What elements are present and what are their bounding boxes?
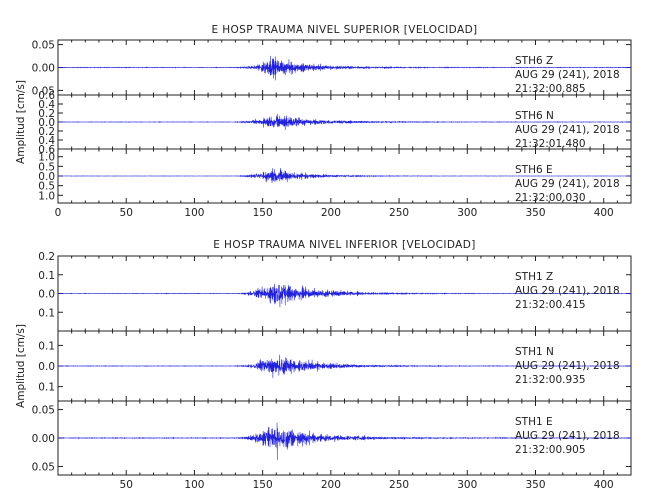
y-tick-label: 0.05 — [32, 85, 55, 97]
waveform-line — [57, 354, 632, 378]
y-tick-label: 0.2 — [38, 108, 55, 120]
chart-panel-1: E HOSP TRAUMA NIVEL SUPERIOR [VELOCIDAD]… — [15, 24, 632, 219]
x-tick-label: 400 — [594, 207, 614, 219]
station-label: STH6 Z — [515, 55, 553, 67]
x-tick-label: 0 — [55, 207, 62, 219]
trace-STH6-Z: 0.05 0.00 0.05 STH6 Z AUG 29 (241), 2018 21:3… — [32, 39, 632, 97]
time-label: 21:32:01.480 — [515, 138, 586, 150]
y-tick-label: 0.5 — [38, 181, 55, 193]
time-label: 21:32:00.030 — [515, 192, 586, 204]
y-tick-label: 0.6 — [38, 144, 55, 156]
y-tick-label: 0.05 — [32, 461, 55, 473]
y-tick-label: 1.0 — [38, 190, 55, 202]
waveform-line — [58, 55, 632, 81]
y-tick-label: 0.1 — [38, 382, 55, 394]
y-tick-label: 0.4 — [38, 99, 55, 111]
x-tick-label: 100 — [184, 207, 204, 219]
chart-title: E HOSP TRAUMA NIVEL INFERIOR [VELOCIDAD] — [213, 239, 475, 251]
station-label: STH1 N — [515, 346, 554, 358]
station-label: STH6 N — [515, 110, 554, 122]
date-label: AUG 29 (241), 2018 — [515, 178, 620, 190]
date-label: AUG 29 (241), 2018 — [515, 430, 620, 442]
y-tick-label: 0.1 — [38, 270, 55, 282]
time-label: 21:32:00.905 — [515, 444, 586, 456]
trace-STH1-Z: 0.2 0.1 0.0 0.1 STH1 Z AUG 29 (241), 2018 21:3… — [38, 251, 632, 332]
y-axis-label: Amplitud [cm/s] — [15, 80, 27, 164]
date-label: AUG 29 (241), 2018 — [515, 69, 620, 81]
y-tick-label: 0.1 — [38, 307, 55, 319]
y-tick-label: 0.0 — [38, 171, 55, 183]
x-tick-label: 300 — [457, 207, 477, 219]
y-tick-label: 0.05 — [32, 405, 55, 417]
x-tick-label: 300 — [457, 479, 477, 491]
y-tick-label: 0.0 — [38, 289, 55, 301]
x-tick-label: 100 — [184, 479, 204, 491]
x-tick-label: 200 — [321, 479, 341, 491]
y-tick-label: 0.00 — [32, 433, 55, 445]
x-tick-label: 250 — [389, 479, 409, 491]
x-tick-label: 400 — [594, 479, 614, 491]
date-label: AUG 29 (241), 2018 — [515, 285, 620, 297]
trace-STH1-N: 0.1 0.0 0.1 STH1 N AUG 29 (241), 2018 21:32:0… — [38, 330, 632, 402]
station-label: STH6 E — [515, 164, 553, 176]
y-tick-label: 1.0 — [38, 152, 55, 164]
y-tick-label: 0.4 — [38, 135, 55, 147]
x-tick-label: 50 — [120, 207, 133, 219]
y-tick-label: 0.0 — [38, 117, 55, 129]
y-axis-label: Amplitud [cm/s] — [15, 324, 27, 408]
waveform-line — [58, 168, 632, 183]
time-label: 21:32:00.885 — [515, 83, 586, 95]
x-tick-label: 350 — [525, 479, 545, 491]
y-tick-label: 0.5 — [38, 161, 55, 173]
y-tick-label: 0.6 — [38, 90, 55, 102]
station-label: STH1 Z — [515, 271, 553, 283]
date-label: AUG 29 (241), 2018 — [515, 124, 620, 136]
y-tick-label: 0.2 — [38, 126, 55, 138]
trace-STH1-E: 0.05 0.00 0.05 STH1 E AUG 29 (241), 2018 21:3… — [32, 400, 632, 476]
waveform-line — [57, 283, 632, 308]
waveform-line — [57, 422, 632, 460]
station-label: STH1 E — [515, 416, 553, 428]
x-tick-label: 350 — [525, 207, 545, 219]
y-tick-label: 0.2 — [38, 251, 55, 263]
x-tick-label: 150 — [253, 479, 273, 491]
x-tick-label: 50 — [120, 479, 133, 491]
chart-panel-2: E HOSP TRAUMA NIVEL INFERIOR [VELOCIDAD]… — [15, 239, 632, 491]
date-label: AUG 29 (241), 2018 — [515, 360, 620, 372]
y-tick-label: 0.00 — [32, 63, 55, 75]
y-tick-label: 0.1 — [38, 340, 55, 352]
time-label: 21:32:00.935 — [515, 374, 586, 386]
chart-title: E HOSP TRAUMA NIVEL SUPERIOR [VELOCIDAD] — [211, 24, 477, 36]
waveform-line — [57, 113, 632, 130]
x-tick-label: 200 — [321, 207, 341, 219]
y-tick-label: 0.05 — [32, 40, 55, 52]
x-tick-label: 250 — [389, 207, 409, 219]
x-tick-label: 150 — [253, 207, 273, 219]
y-tick-label: 0.0 — [38, 361, 55, 373]
time-label: 21:32:00.415 — [515, 299, 586, 311]
